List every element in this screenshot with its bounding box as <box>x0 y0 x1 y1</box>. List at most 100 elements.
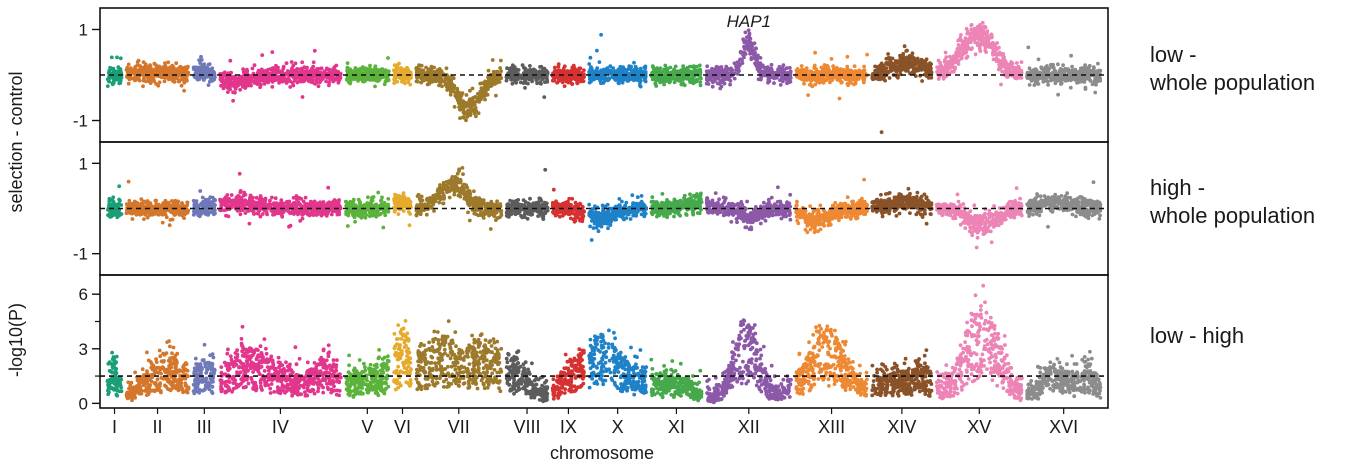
data-point <box>577 76 582 81</box>
data-point <box>199 58 204 62</box>
data-point <box>222 84 227 89</box>
data-point <box>183 70 188 75</box>
data-point <box>553 68 557 73</box>
data-point <box>1059 72 1064 76</box>
data-point <box>115 75 119 80</box>
data-point <box>742 50 747 55</box>
data-point <box>620 80 625 85</box>
data-point <box>444 66 449 71</box>
data-point <box>1092 79 1097 84</box>
data-point <box>142 76 146 81</box>
data-point <box>982 41 986 46</box>
data-point <box>375 68 380 72</box>
data-point <box>654 73 659 78</box>
data-point <box>887 62 891 67</box>
data-point <box>556 64 561 69</box>
data-point <box>1084 67 1088 72</box>
data-point <box>941 76 946 81</box>
data-point <box>1004 69 1009 73</box>
data-point <box>602 79 606 84</box>
data-point <box>962 40 967 45</box>
data-point <box>199 54 203 59</box>
data-point <box>799 70 804 75</box>
data-point <box>324 79 328 84</box>
data-point <box>690 64 695 69</box>
data-point <box>938 60 942 65</box>
data-point <box>246 78 251 83</box>
data-point <box>293 78 298 83</box>
data-point <box>573 67 577 71</box>
data-point <box>1039 65 1044 70</box>
data-point <box>116 212 121 217</box>
data-point <box>948 59 953 64</box>
data-point <box>367 67 372 72</box>
data-point <box>748 48 752 53</box>
data-point <box>181 77 186 82</box>
data-point <box>334 63 339 68</box>
data-point <box>665 69 670 74</box>
data-point <box>897 63 902 68</box>
data-point <box>588 77 592 81</box>
data-point <box>911 64 915 69</box>
data-point <box>1066 68 1071 72</box>
data-point <box>182 80 187 85</box>
data-point <box>179 83 184 88</box>
data-point <box>174 61 179 66</box>
data-point <box>910 51 915 56</box>
data-point <box>1059 67 1064 72</box>
data-point <box>509 68 514 72</box>
data-point <box>105 77 110 82</box>
data-point <box>185 200 190 205</box>
data-point <box>327 83 331 88</box>
data-point <box>455 86 460 91</box>
data-point <box>545 71 550 76</box>
data-point <box>872 76 876 81</box>
data-point <box>977 25 982 30</box>
data-point <box>620 70 625 74</box>
data-point <box>743 30 748 35</box>
data-point <box>178 64 183 69</box>
data-point <box>995 47 999 51</box>
data-point <box>1002 61 1006 66</box>
data-point <box>862 64 866 69</box>
data-point <box>486 68 491 73</box>
data-point <box>886 55 891 60</box>
data-point <box>105 84 110 88</box>
data-point <box>705 64 710 69</box>
data-point <box>156 83 161 88</box>
data-point <box>419 75 423 80</box>
data-point <box>873 64 877 69</box>
data-point <box>632 60 636 65</box>
data-point <box>711 79 716 84</box>
data-point <box>538 65 542 69</box>
data-point <box>144 65 148 70</box>
data-point <box>836 77 840 82</box>
data-point <box>752 56 757 61</box>
data-point <box>252 81 257 85</box>
data-point <box>1097 75 1102 80</box>
data-point <box>581 79 586 84</box>
data-point <box>673 64 678 69</box>
data-point <box>108 198 113 202</box>
data-point <box>498 66 502 70</box>
data-point <box>156 67 160 72</box>
data-point <box>738 57 743 62</box>
data-point <box>328 69 333 74</box>
data-point <box>852 70 856 74</box>
data-point <box>298 67 303 72</box>
data-point <box>524 69 529 74</box>
data-point <box>736 69 740 73</box>
data-point <box>1070 64 1074 69</box>
data-point <box>1032 68 1037 73</box>
data-point <box>490 58 495 62</box>
data-point <box>195 76 200 80</box>
data-point <box>663 63 668 68</box>
data-point <box>135 77 140 81</box>
data-point <box>728 82 732 87</box>
data-point <box>991 42 995 46</box>
data-point <box>126 62 131 67</box>
data-point <box>882 68 886 73</box>
data-point <box>806 93 810 97</box>
data-point <box>259 67 264 72</box>
data-point <box>1056 62 1060 67</box>
